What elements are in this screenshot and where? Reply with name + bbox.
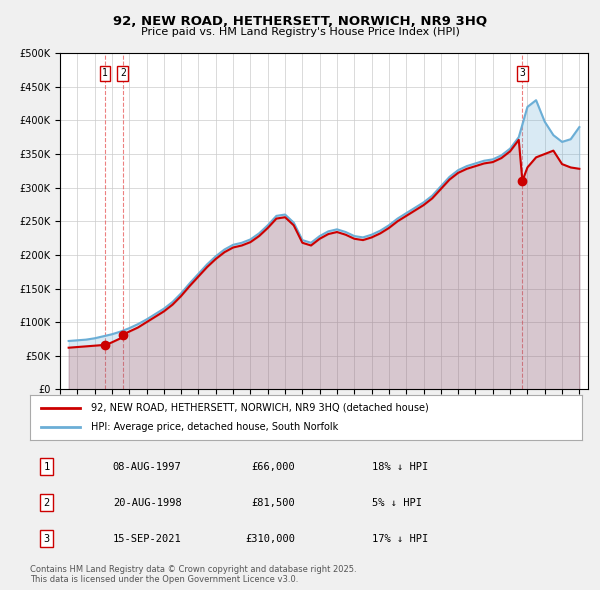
Text: 2: 2 — [120, 68, 126, 78]
Text: 20-AUG-1998: 20-AUG-1998 — [113, 497, 182, 507]
Text: 2: 2 — [43, 497, 50, 507]
Text: HPI: Average price, detached house, South Norfolk: HPI: Average price, detached house, Sout… — [91, 422, 338, 432]
Text: £81,500: £81,500 — [251, 497, 295, 507]
Text: Contains HM Land Registry data © Crown copyright and database right 2025.
This d: Contains HM Land Registry data © Crown c… — [30, 565, 356, 584]
Text: 1: 1 — [102, 68, 108, 78]
Text: 92, NEW ROAD, HETHERSETT, NORWICH, NR9 3HQ: 92, NEW ROAD, HETHERSETT, NORWICH, NR9 3… — [113, 15, 487, 28]
Text: £66,000: £66,000 — [251, 461, 295, 471]
Text: 1: 1 — [43, 461, 50, 471]
Text: 3: 3 — [520, 68, 526, 78]
Text: 92, NEW ROAD, HETHERSETT, NORWICH, NR9 3HQ (detached house): 92, NEW ROAD, HETHERSETT, NORWICH, NR9 3… — [91, 403, 428, 412]
Text: £310,000: £310,000 — [245, 533, 295, 543]
Text: 08-AUG-1997: 08-AUG-1997 — [113, 461, 182, 471]
Text: 17% ↓ HPI: 17% ↓ HPI — [372, 533, 428, 543]
Text: 18% ↓ HPI: 18% ↓ HPI — [372, 461, 428, 471]
Text: 3: 3 — [43, 533, 50, 543]
Text: 15-SEP-2021: 15-SEP-2021 — [113, 533, 182, 543]
Text: Price paid vs. HM Land Registry's House Price Index (HPI): Price paid vs. HM Land Registry's House … — [140, 27, 460, 37]
Text: 5% ↓ HPI: 5% ↓ HPI — [372, 497, 422, 507]
